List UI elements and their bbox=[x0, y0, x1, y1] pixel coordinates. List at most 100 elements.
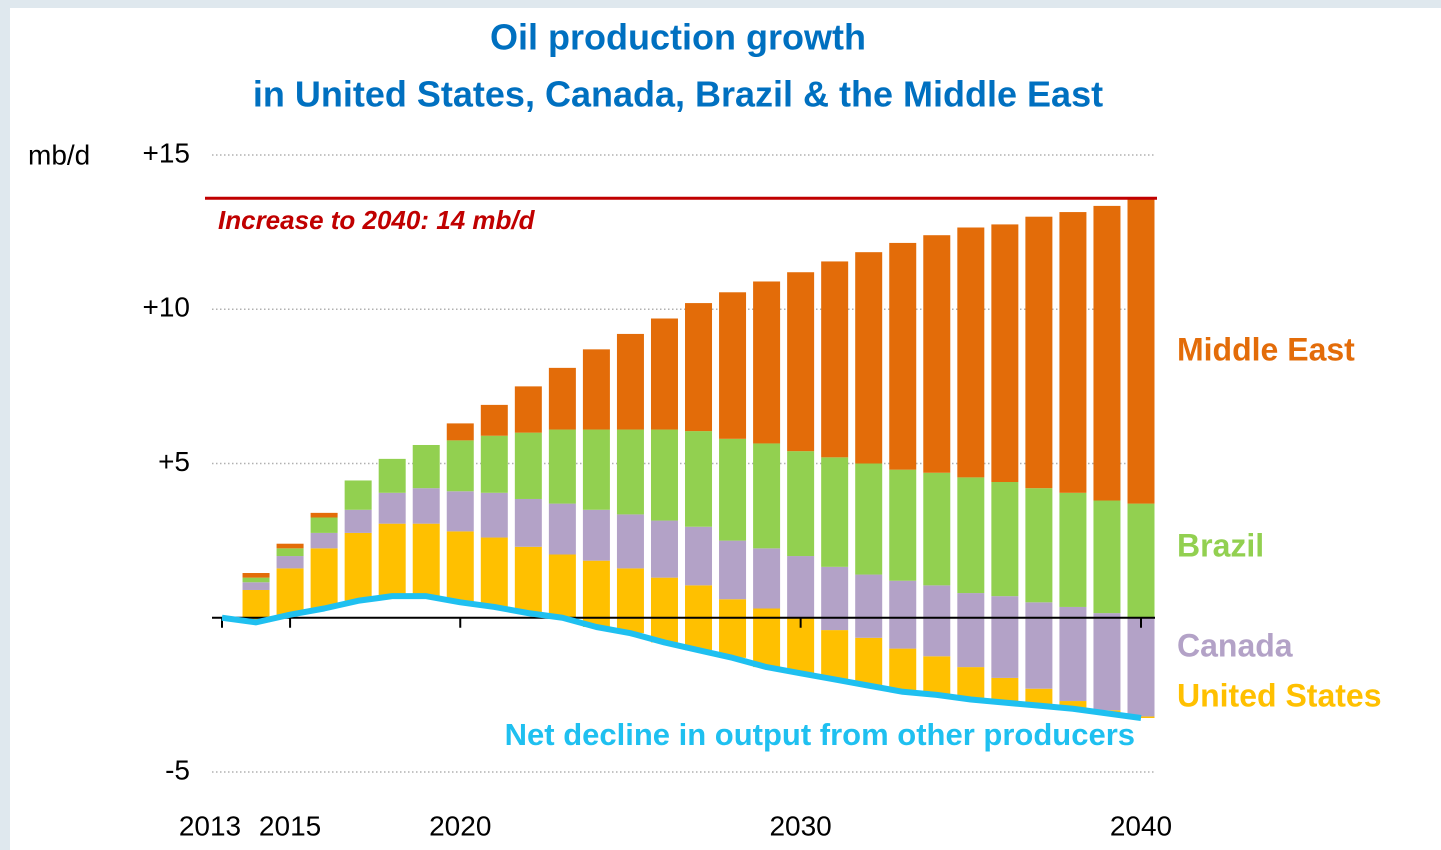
bar-segment bbox=[548, 554, 576, 618]
bar-segment bbox=[412, 523, 440, 597]
bar-segment bbox=[310, 548, 338, 609]
bar-segment bbox=[753, 548, 781, 609]
bar-segment bbox=[480, 492, 508, 538]
bar-segment bbox=[276, 568, 304, 615]
line-series bbox=[221, 593, 1142, 721]
bar-segment bbox=[480, 435, 508, 493]
bar-segment bbox=[582, 429, 610, 510]
bar-segment bbox=[242, 577, 270, 583]
bar-segment bbox=[821, 457, 849, 567]
bar-segment bbox=[344, 480, 372, 510]
x-tick-label: 2030 bbox=[769, 810, 831, 841]
bar-segment bbox=[650, 429, 678, 521]
bar-segment bbox=[923, 585, 951, 657]
bar-segment bbox=[344, 509, 372, 533]
bar-segment bbox=[378, 523, 406, 597]
bar-segment bbox=[616, 568, 644, 634]
bar-segment bbox=[1059, 701, 1087, 709]
bar-segment bbox=[719, 540, 747, 600]
bar-segment bbox=[276, 543, 304, 549]
bar-segment bbox=[923, 235, 951, 473]
bar-segment bbox=[787, 451, 815, 557]
bar-segment bbox=[855, 252, 883, 464]
chart-title: Oil production growth bbox=[490, 17, 866, 58]
bar-segment bbox=[1025, 688, 1053, 706]
bar-segment bbox=[1025, 602, 1053, 689]
bar-segment bbox=[787, 556, 815, 618]
bar-segment bbox=[957, 593, 985, 668]
legend-label: Canada bbox=[1177, 627, 1293, 663]
bar-segment bbox=[1025, 216, 1053, 489]
bar-segment bbox=[276, 556, 304, 569]
bar-segment bbox=[923, 656, 951, 695]
bar-segment bbox=[957, 227, 985, 478]
bar-segment bbox=[378, 492, 406, 524]
bar-segment bbox=[855, 637, 883, 686]
bar-segment bbox=[1059, 492, 1087, 607]
bar-segment bbox=[1059, 606, 1087, 702]
bar-segment bbox=[719, 292, 747, 439]
bar-segment bbox=[685, 431, 713, 527]
bar-segment bbox=[685, 303, 713, 432]
bar-segment bbox=[650, 577, 678, 643]
y-tick-label: -5 bbox=[165, 754, 190, 785]
x-tick-label: 2020 bbox=[429, 810, 491, 841]
bar-segment bbox=[480, 537, 508, 607]
bar-segment bbox=[276, 548, 304, 557]
bar-segment bbox=[514, 432, 542, 499]
bar-segment bbox=[582, 349, 610, 430]
bar-segment bbox=[753, 443, 781, 549]
x-tick-label: 2015 bbox=[259, 810, 321, 841]
bar-segment bbox=[923, 472, 951, 586]
bar-segment bbox=[1093, 613, 1121, 711]
bar-segment bbox=[1059, 212, 1087, 493]
bar-segment bbox=[1127, 503, 1155, 618]
bar-segment bbox=[957, 667, 985, 700]
bar-segment bbox=[991, 482, 1019, 597]
legend-label: United States bbox=[1177, 677, 1381, 713]
bar-segment bbox=[1127, 198, 1155, 504]
bar-segment bbox=[310, 517, 338, 533]
bar-segment bbox=[446, 440, 474, 492]
bar-segment bbox=[1093, 205, 1121, 501]
bar-segment bbox=[480, 404, 508, 436]
bar-segment bbox=[889, 242, 917, 470]
bar-segment bbox=[514, 498, 542, 547]
bar-segment bbox=[991, 224, 1019, 483]
bar-segment bbox=[889, 469, 917, 581]
bar-segment bbox=[685, 526, 713, 586]
annotation: Increase to 2040: 14 mb/d bbox=[218, 205, 536, 235]
y-tick-label: +15 bbox=[143, 137, 191, 168]
bar-segment bbox=[821, 566, 849, 631]
bar-segment bbox=[650, 318, 678, 430]
bar-segment bbox=[582, 509, 610, 561]
bar-segment bbox=[616, 333, 644, 430]
bar-segment bbox=[1093, 500, 1121, 614]
y-tick-label: +5 bbox=[158, 446, 190, 477]
bar-segment bbox=[1127, 617, 1155, 717]
bar-segment bbox=[616, 429, 644, 515]
bar-segment bbox=[821, 261, 849, 458]
bar-segment bbox=[412, 444, 440, 489]
bar-segment bbox=[582, 560, 610, 628]
legend-label: Brazil bbox=[1177, 527, 1264, 563]
bar-segment bbox=[821, 630, 849, 680]
bar-segment bbox=[787, 272, 815, 452]
bar-segment bbox=[310, 512, 338, 518]
chart-title: in United States, Canada, Brazil & the M… bbox=[253, 74, 1103, 115]
bar-segment bbox=[446, 531, 474, 603]
bar-segment bbox=[548, 503, 576, 555]
bar-segment bbox=[310, 532, 338, 549]
bar-segment bbox=[446, 491, 474, 532]
bar-segment bbox=[412, 488, 440, 524]
bar-segment bbox=[719, 599, 747, 658]
bar-segment bbox=[957, 477, 985, 594]
bar-segment bbox=[855, 574, 883, 638]
bar-segment bbox=[514, 546, 542, 614]
bar-segment bbox=[1025, 488, 1053, 603]
bar-segment bbox=[889, 580, 917, 649]
bar-segment bbox=[889, 648, 917, 692]
bar-segment bbox=[991, 596, 1019, 678]
